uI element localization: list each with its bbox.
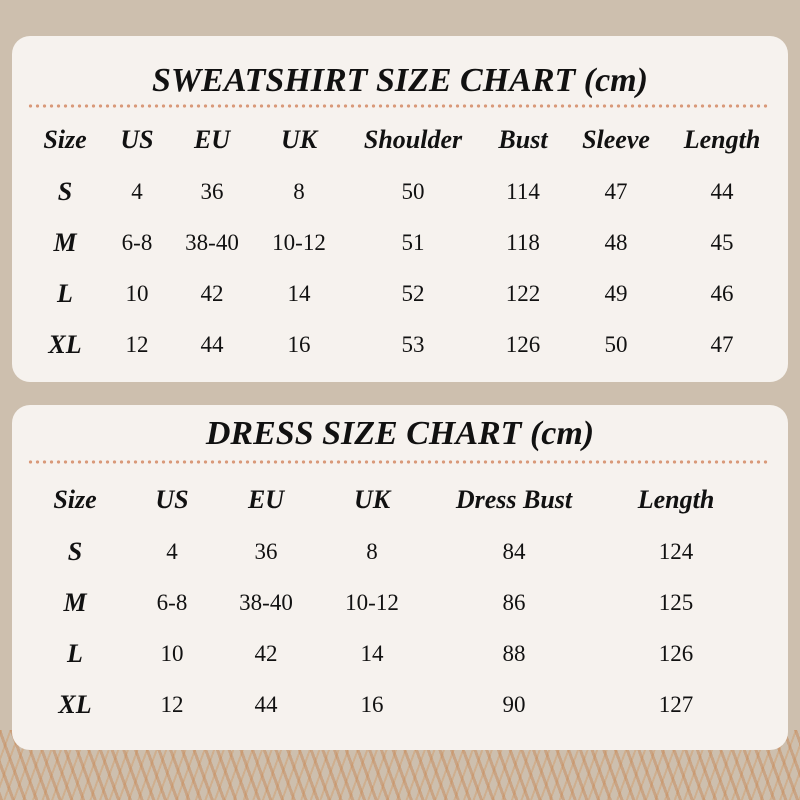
dress-chart-title: DRESS SIZE CHART (cm) <box>205 415 595 452</box>
column-header: Sleeve <box>582 125 650 154</box>
table-cell: 127 <box>658 692 694 717</box>
size-label: M <box>63 588 87 617</box>
table-cell: 10-12 <box>345 590 399 615</box>
column-header: US <box>155 485 189 514</box>
table-cell: 48 <box>604 230 628 255</box>
column-header: EU <box>247 485 285 514</box>
column-header: Size <box>53 485 97 514</box>
column-header: Length <box>637 485 715 514</box>
table-cell: 90 <box>502 692 526 717</box>
table-cell: 6-8 <box>121 230 153 255</box>
table-cell: 45 <box>710 230 734 255</box>
table-cell: 4 <box>131 179 143 204</box>
table-cell: 4 <box>166 539 178 564</box>
table-cell: 38-40 <box>185 230 239 255</box>
table-cell: 36 <box>200 179 224 204</box>
dress-size-chart: DRESS SIZE CHART (cm) Size US EU UK Dress Bu… <box>12 405 788 750</box>
sweatshirt-chart-title: SWEATSHIRT SIZE CHART (cm) <box>152 62 648 99</box>
table-cell: 86 <box>502 590 526 615</box>
table-cell: 53 <box>401 332 425 357</box>
table-cell: 10 <box>125 281 149 306</box>
table-cell: 126 <box>658 641 694 666</box>
table-cell: 16 <box>360 692 384 717</box>
table-cell: 14 <box>287 281 311 306</box>
table-cell: 12 <box>125 332 149 357</box>
column-header: UK <box>353 485 391 514</box>
table-cell: 51 <box>401 230 425 255</box>
table-cell: 50 <box>401 179 425 204</box>
dotted-divider <box>27 460 770 464</box>
table-cell: 52 <box>401 281 425 306</box>
table-cell: 46 <box>710 281 734 306</box>
table-cell: 44 <box>200 332 224 357</box>
size-label: XL <box>58 690 92 719</box>
table-cell: 50 <box>604 332 628 357</box>
column-header: EU <box>193 125 231 154</box>
size-label: L <box>57 279 73 308</box>
table-cell: 12 <box>160 692 184 717</box>
table-cell: 36 <box>254 539 278 564</box>
table-cell: 122 <box>505 281 541 306</box>
sweatshirt-size-chart: SWEATSHIRT SIZE CHART (cm) Size US EU UK Sho… <box>12 36 788 382</box>
table-cell: 14 <box>360 641 384 666</box>
table-cell: 44 <box>254 692 278 717</box>
size-label: L <box>67 639 83 668</box>
column-header: UK <box>280 125 318 154</box>
table-cell: 8 <box>293 179 305 204</box>
table-cell: 84 <box>502 539 526 564</box>
size-label: M <box>53 228 77 257</box>
size-label: S <box>67 537 83 566</box>
column-header: Size <box>43 125 87 154</box>
table-cell: 88 <box>502 641 526 666</box>
table-cell: 47 <box>710 332 734 357</box>
column-header: US <box>120 125 154 154</box>
table-cell: 42 <box>200 281 224 306</box>
table-cell: 16 <box>287 332 311 357</box>
table-cell: 49 <box>604 281 628 306</box>
table-cell: 114 <box>506 179 540 204</box>
size-label: XL <box>48 330 82 359</box>
column-header: Shoulder <box>363 125 463 154</box>
dotted-divider <box>27 104 770 108</box>
table-cell: 118 <box>506 230 540 255</box>
table-cell: 47 <box>604 179 628 204</box>
table-cell: 125 <box>658 590 694 615</box>
table-cell: 10 <box>160 641 184 666</box>
table-cell: 44 <box>710 179 734 204</box>
column-header: Bust <box>498 125 548 154</box>
column-header: Length <box>683 125 761 154</box>
table-cell: 10-12 <box>272 230 326 255</box>
column-header: Dress Bust <box>455 485 573 514</box>
table-cell: 124 <box>658 539 694 564</box>
table-cell: 6-8 <box>156 590 188 615</box>
table-cell: 126 <box>505 332 541 357</box>
table-cell: 8 <box>366 539 378 564</box>
table-cell: 42 <box>254 641 278 666</box>
table-cell: 38-40 <box>239 590 293 615</box>
size-label: S <box>57 177 73 206</box>
